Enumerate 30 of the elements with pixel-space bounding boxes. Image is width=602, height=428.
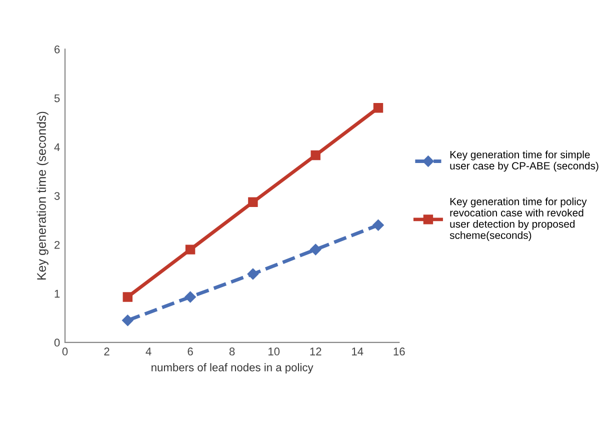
y-tick-label: 1 — [54, 290, 60, 298]
point — [247, 268, 259, 280]
point — [248, 197, 258, 208]
y-tick-label: 3 — [54, 192, 60, 200]
x-tick-label: 12 — [310, 348, 322, 356]
y-tick-label: 0 — [54, 338, 60, 347]
x-tick-label: 14 — [352, 348, 364, 356]
x-axis-title: numbers of leaf nodes in a policy — [152, 363, 314, 374]
point — [184, 291, 196, 303]
point — [122, 292, 133, 302]
x-tick-label: 6 — [188, 348, 193, 356]
y-tick-label: 2 — [54, 240, 60, 249]
x-tick-label: 4 — [146, 348, 152, 356]
point — [373, 102, 384, 113]
y-tick-label: 6 — [54, 45, 60, 54]
x-tick-label: 8 — [229, 348, 235, 356]
legend-label: Key generation time for simple user case by CP-ABE (seconds) — [450, 150, 598, 172]
x-tick-label: 0 — [62, 348, 68, 356]
point — [310, 150, 320, 160]
y-tick-label: 5 — [54, 94, 60, 102]
x-tick-label: 2 — [104, 348, 110, 356]
point — [185, 244, 196, 254]
point — [122, 314, 134, 326]
x-tick-label: 16 — [394, 348, 405, 356]
y-axis-title: Key generation time (seconds) — [36, 112, 48, 280]
legend-label: Key generation time for policy revocation case with revoked user detection by proposed scheme(seconds) — [450, 198, 587, 241]
point — [372, 220, 384, 231]
y-tick-label: 4 — [54, 143, 60, 151]
x-tick-label: 10 — [268, 348, 280, 356]
point — [310, 244, 322, 256]
